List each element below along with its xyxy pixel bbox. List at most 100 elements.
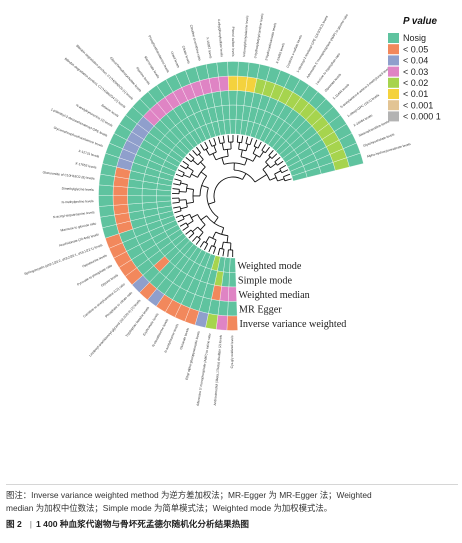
heatmap-cell [229, 119, 237, 135]
metabolite-label: Dimethylglycine levels [62, 187, 94, 192]
dendrogram-branch [205, 236, 210, 243]
dendrogram-branch [283, 173, 291, 178]
dendrogram-branch [269, 177, 277, 181]
legend-label: < 0.000 1 [403, 112, 441, 122]
metabolite-label: N-acetyltaurine levels [163, 323, 179, 353]
heatmap-cell [227, 61, 239, 77]
dendrogram-branch [221, 157, 225, 165]
dendrogram-branch [213, 239, 217, 247]
metabolite-label: Citrulline to ornithine ratio [189, 24, 202, 61]
legend-label: < 0.01 [403, 89, 428, 99]
dendrogram-branch [227, 135, 230, 143]
dendrogram-branch [257, 141, 262, 149]
metabolite-label: Cys-gly oxidized levels [230, 335, 234, 368]
legend-title: P value [403, 16, 437, 27]
metabolite-label: X-12731 levels [78, 149, 100, 159]
dendrogram-arc [189, 170, 194, 178]
dendrogram-branch [261, 144, 266, 151]
dendrogram-branch [200, 144, 205, 151]
dendrogram-arc [213, 176, 243, 203]
legend-swatch [388, 100, 399, 111]
dendrogram-branch [252, 146, 257, 154]
dendrogram-branch [187, 220, 194, 226]
metabolite-label: X-16087 levels [205, 37, 212, 59]
dendrogram-branch [187, 166, 194, 172]
dendrogram-branch [185, 229, 192, 235]
dendrogram-arc [182, 214, 185, 220]
dendrogram-branch [191, 173, 198, 178]
dendrogram-branch [242, 173, 247, 180]
dendrogram-branch [268, 149, 274, 156]
dendrogram-branch [185, 157, 192, 163]
metabolite-label: Phenol sulfate levels [231, 27, 235, 57]
dendrogram-branch [199, 241, 205, 248]
dendrogram-branch [236, 135, 239, 143]
dendrogram-branch [212, 231, 217, 239]
legend-label: < 0.04 [403, 56, 428, 66]
dendrogram-branch [254, 174, 268, 183]
heatmap-cell [112, 185, 129, 196]
dendrogram-branch [188, 232, 195, 239]
dendrogram-arc [185, 222, 189, 227]
heatmap-cell [227, 301, 238, 317]
heatmap-cell [346, 152, 364, 168]
legend-swatch [388, 111, 399, 122]
heatmap-cell [127, 187, 143, 196]
dendrogram-arc [197, 159, 204, 166]
dendrogram-branch [179, 199, 187, 201]
figure-title: 图 2 | 1 400 种血浆代谢物与骨坏死孟德尔随机化分析结果热图 [6, 517, 458, 531]
dendrogram-branch [259, 151, 264, 158]
dendrogram-branch [175, 173, 183, 178]
heatmap-cell [227, 75, 238, 91]
dendrogram-branch [277, 160, 284, 166]
metabolite-label: Glycochenodeoxycholate levels [109, 56, 142, 93]
dendrogram-branch [265, 156, 271, 163]
dendrogram-arc [179, 180, 182, 186]
dendrogram-branch [217, 136, 221, 144]
dendrogram-branch [200, 215, 207, 221]
dendrogram-branch [201, 185, 209, 189]
dendrogram-branch [226, 149, 229, 157]
metabolite-label: 2-hydroxydecanoate levels [264, 22, 277, 61]
metabolite-label: Uracil levels [170, 51, 181, 69]
dendrogram-branch [182, 226, 189, 231]
metabolite-label: 1-palmitoyl-2-docosahexaenoyl-GPE levels [50, 107, 108, 138]
dendrogram-arc [189, 214, 194, 222]
dendrogram-arc [211, 144, 217, 147]
method-label: Weighted mode [237, 261, 301, 272]
dendrogram-arc [240, 156, 254, 162]
metabolite-label: Piperine levels [135, 66, 151, 86]
dendrogram-branch [279, 164, 286, 170]
dendrogram-branch [191, 214, 198, 219]
dendrogram-branch [172, 201, 180, 204]
metabolite-label: X-11444 levels [332, 83, 350, 101]
dendrogram-branch [281, 169, 289, 174]
dendrogram-branch [208, 139, 213, 147]
dendrogram-arc [185, 184, 188, 193]
metabolite-label: Glycine levels [100, 273, 119, 288]
dendrogram-branch [212, 153, 217, 161]
dendrogram-branch [204, 243, 209, 251]
dendrogram-branch [200, 161, 206, 168]
title-separator: | [29, 519, 32, 529]
dendrogram-branch [227, 249, 229, 257]
dendrogram-arc [196, 235, 201, 240]
dendrogram-branch [180, 206, 188, 210]
dendrogram-branch [196, 146, 201, 154]
metabolite-label: 4-ethylphenylsulfate levels [217, 19, 224, 58]
method-label: MR Egger [239, 305, 282, 316]
dendrogram-branch [222, 249, 225, 257]
legend-swatch [388, 44, 399, 55]
dendrogram-branch [186, 201, 194, 204]
dendrogram [172, 134, 292, 258]
dendrogram-branch [208, 245, 213, 253]
dendrogram-arc [206, 187, 219, 218]
heatmap-cell [98, 184, 114, 196]
dendrogram-branch [192, 226, 198, 232]
dendrogram-branch [188, 153, 195, 159]
metabolite-label: 3-hydroxybutyrylcarnitine levels [253, 13, 264, 59]
dendrogram-branch [213, 217, 219, 224]
heatmap-cell [216, 61, 229, 78]
heatmap-cell [156, 195, 172, 203]
dendrogram-branch [253, 139, 258, 147]
